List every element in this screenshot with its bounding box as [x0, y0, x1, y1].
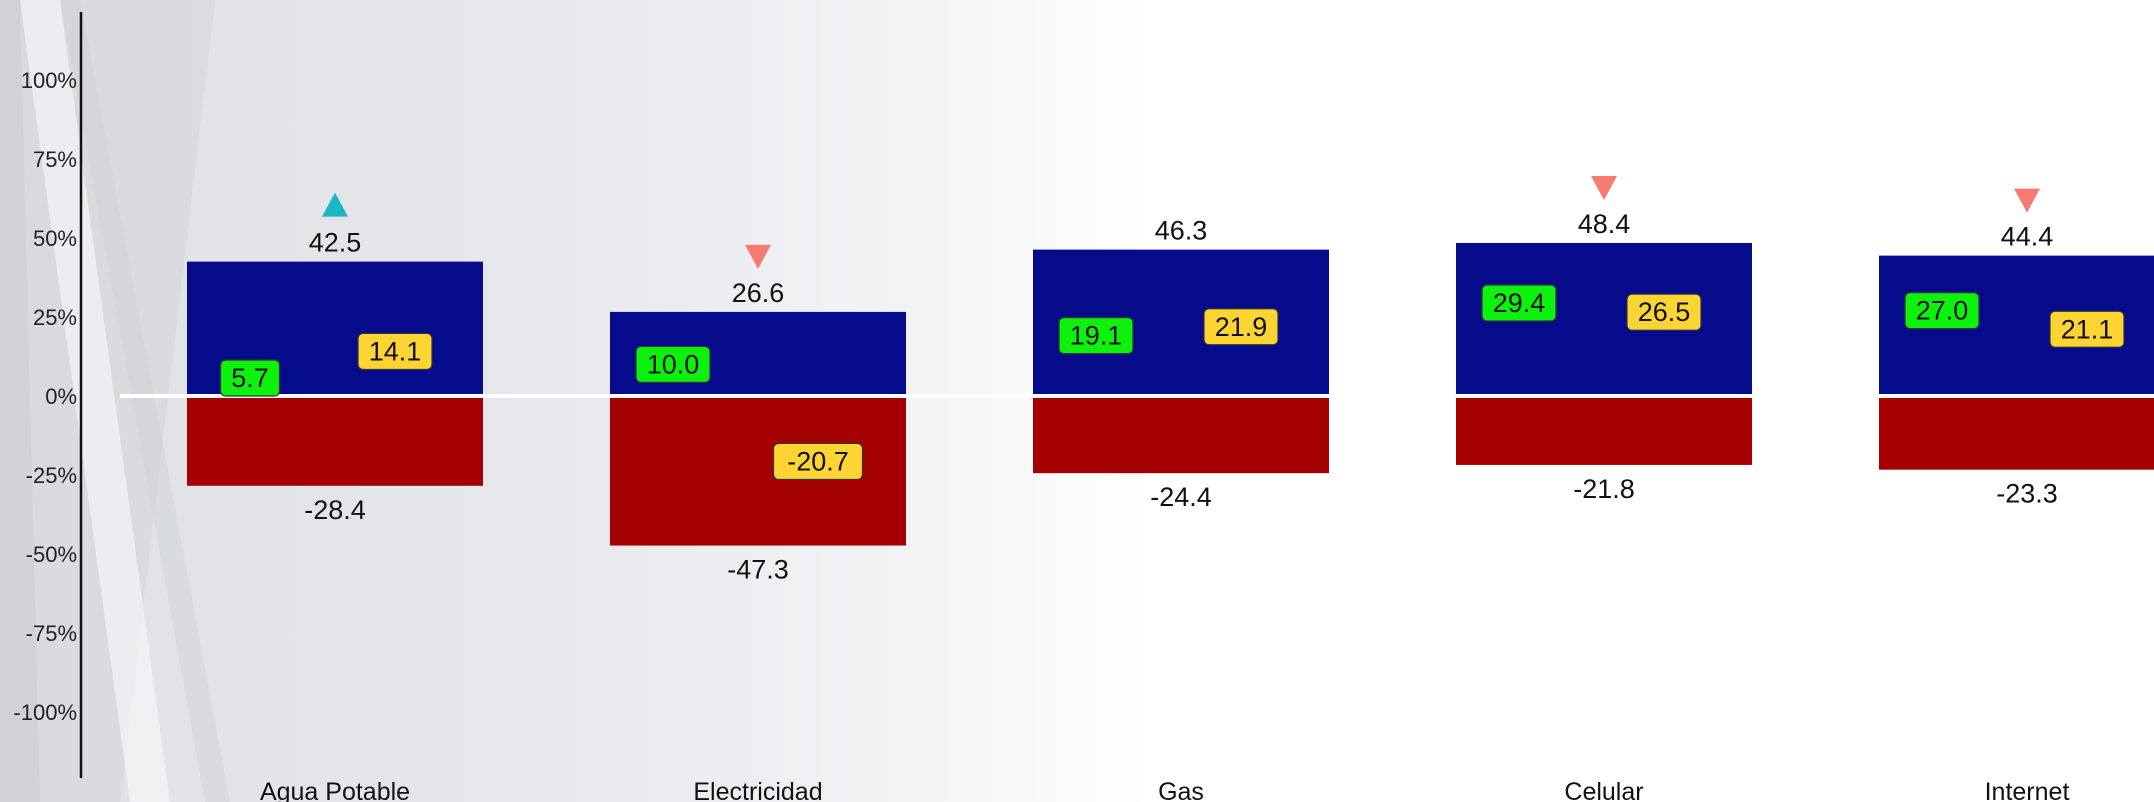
value-tag-box — [772, 442, 864, 481]
value-tag-box — [2049, 310, 2125, 348]
value-tag-box — [1481, 284, 1557, 322]
y-axis: -100% -75% -50% -25% 0% 25% 50% 75% 100% — [13, 12, 83, 778]
value-tag-text: 5.7 — [231, 363, 269, 393]
value-tag-box — [1904, 292, 1980, 330]
category-label: Agua Potable — [260, 778, 410, 802]
value-tag-text: 21.9 — [1215, 312, 1268, 342]
trend-down-icon — [2014, 188, 2040, 213]
y-tick-label: 0% — [45, 384, 77, 409]
y-tick-label: 100% — [21, 68, 77, 93]
bar-negative — [187, 396, 483, 486]
y-tick-label: -50% — [26, 542, 77, 567]
category-label: Internet — [1985, 778, 2070, 802]
bar-negative — [1879, 396, 2154, 470]
value-tag-text: 19.1 — [1070, 321, 1123, 351]
bar-negative — [1456, 396, 1752, 465]
bar-negative — [1033, 396, 1329, 474]
negative-value-label: -28.4 — [304, 495, 366, 525]
trend-down-icon — [1591, 175, 1617, 200]
category-labels: Agua Potable Electricidad Gas Celular Intern… — [260, 778, 2070, 802]
trend-down-icon — [745, 244, 771, 269]
value-labels: 42.5 -28.4 5.7 14.1 26.6 -47.3 10.0 -20.7 46.3 -2… — [219, 175, 2125, 585]
y-tick-label: -25% — [26, 463, 77, 488]
category-label: Electricidad — [693, 778, 822, 802]
value-tag-box — [1626, 293, 1702, 331]
value-tag-box — [1058, 317, 1134, 355]
negative-value-label: -23.3 — [1996, 479, 2058, 509]
y-tick-label: -100% — [13, 700, 77, 725]
value-tag-text: 10.0 — [647, 349, 700, 379]
category-label: Celular — [1564, 778, 1643, 802]
y-tick-label: 75% — [33, 147, 77, 172]
negative-value-label: -24.4 — [1150, 482, 1212, 512]
category-label: Gas — [1158, 778, 1204, 802]
value-tag-box — [357, 332, 433, 371]
trend-up-icon — [322, 192, 348, 217]
positive-value-label: 26.6 — [732, 278, 785, 308]
value-tag-text: -20.7 — [787, 446, 849, 476]
value-tag-box — [635, 345, 711, 383]
value-tag-text: 27.0 — [1916, 296, 1969, 326]
value-tag-text: 14.1 — [369, 336, 422, 366]
y-tick-label: -75% — [26, 621, 77, 646]
value-tag-text: 26.5 — [1638, 297, 1691, 327]
negative-value-label: -47.3 — [727, 555, 789, 585]
negative-value-label: -21.8 — [1573, 474, 1635, 504]
y-tick-label: 25% — [33, 305, 77, 330]
positive-value-label: 48.4 — [1578, 209, 1631, 239]
value-tag-box — [1203, 308, 1279, 346]
positive-value-label: 44.4 — [2001, 222, 2054, 252]
y-tick-label: 50% — [33, 226, 77, 251]
positive-value-label: 42.5 — [309, 228, 362, 258]
value-tag-box — [219, 359, 281, 397]
positive-value-label: 46.3 — [1155, 216, 1208, 246]
value-tag-text: 21.1 — [2061, 314, 2114, 344]
value-tag-text: 29.4 — [1493, 288, 1546, 318]
